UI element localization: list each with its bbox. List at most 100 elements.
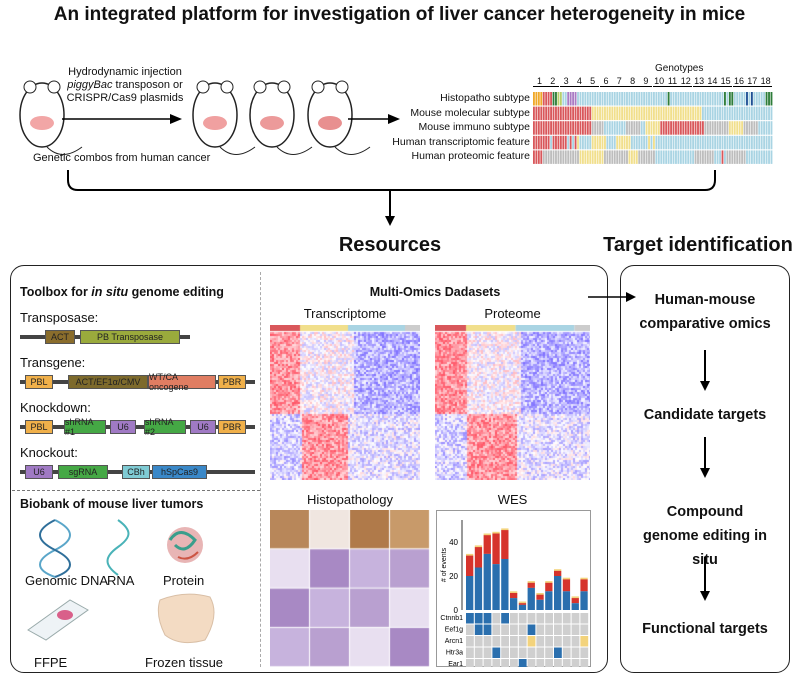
genotype-cell (640, 135, 643, 150)
genotype-cell (709, 106, 712, 121)
genotype-number: 17 (745, 76, 759, 87)
genotype-number: 13 (692, 76, 706, 87)
genotype-cell (692, 121, 695, 135)
genotype-cell (572, 150, 575, 164)
genotype-cell (697, 150, 699, 164)
genotype-cell (591, 150, 594, 164)
genotype-cell (655, 121, 658, 135)
genotype-cell (721, 106, 724, 121)
genotype-cell (760, 106, 763, 121)
construct-part: PBL (25, 420, 53, 434)
genotype-cell (606, 92, 609, 106)
genotype-cell (581, 106, 584, 121)
genotype-cell (753, 150, 756, 164)
genotype-cell (721, 150, 724, 164)
genotype-cell (684, 150, 687, 164)
genotype-cell (648, 150, 650, 164)
genotype-cell (726, 135, 729, 150)
genotype-cell (733, 106, 736, 121)
genotype-cell (535, 92, 538, 106)
genotype-cell (660, 150, 663, 164)
genotype-cell (770, 150, 773, 164)
genotype-cell (606, 121, 609, 135)
genotype-cell (589, 150, 592, 164)
genotype-cell (564, 150, 567, 164)
genotype-cell (699, 106, 702, 121)
genotype-cell (687, 106, 690, 121)
genotype-cell (748, 150, 751, 164)
genotype-cell (581, 150, 584, 164)
genotype-cell (579, 92, 582, 106)
genotype-cell (594, 92, 597, 106)
genotype-cell (672, 150, 675, 164)
genotype-cell (731, 135, 734, 150)
genotype-cell (704, 150, 707, 164)
genotype-cell (574, 92, 577, 106)
genotype-cell (755, 121, 758, 135)
genotype-cell (628, 121, 631, 135)
genotype-cell (567, 121, 570, 135)
genotype-cell (716, 135, 719, 150)
genotype-cell (559, 92, 562, 106)
genotype-cell (714, 92, 717, 106)
genotype-cell (623, 135, 626, 150)
genotype-cell (533, 106, 535, 121)
genotype-cell (613, 150, 616, 164)
genotype-cell (701, 106, 704, 121)
genotype-cell (738, 92, 741, 106)
genotype-cell (741, 135, 744, 150)
genotype-cell (675, 135, 677, 150)
genotype-cell (750, 121, 753, 135)
step-functional-targets: Functional targets (642, 621, 768, 637)
genotype-cell (604, 150, 606, 164)
mutation-cell (536, 659, 545, 667)
genotype-cell (564, 92, 567, 106)
genotype-cell (547, 150, 550, 164)
mutation-cell (492, 647, 501, 658)
genotype-row-label: Human transcriptomic feature (392, 135, 530, 148)
genotype-cell (748, 135, 751, 150)
genotype-cell (559, 135, 562, 150)
genotype-cell (765, 106, 768, 121)
mutation-cell (527, 659, 536, 667)
genotype-cell (542, 150, 545, 164)
y-axis-label: # of events (441, 547, 448, 582)
genotype-cell (724, 92, 726, 106)
genotype-cell (638, 150, 641, 164)
genotype-cell (616, 150, 619, 164)
construct-part: U6 (190, 420, 216, 434)
genotype-cell (746, 121, 748, 135)
mutation-cell (545, 659, 553, 667)
genotype-cell (586, 135, 589, 150)
genotype-cell (760, 92, 763, 106)
genotype-cell (706, 121, 709, 135)
genotype-cell (692, 150, 695, 164)
genotype-cell (648, 106, 650, 121)
genotype-cell (535, 135, 538, 150)
genotype-number: 3 (559, 76, 573, 87)
genotype-cell (645, 135, 648, 150)
genotype-cell (628, 135, 631, 150)
transcriptome-heatmap (270, 325, 420, 480)
genotype-number: 10 (652, 76, 666, 87)
genotype-cell (721, 135, 724, 150)
genotype-cell (591, 106, 594, 121)
genotype-cell (765, 135, 768, 150)
genotype-cell (721, 92, 724, 106)
genotype-cell (577, 106, 579, 121)
genotype-cell (684, 135, 687, 150)
genotype-cell (667, 150, 670, 164)
genotype-cell (670, 135, 672, 150)
genotype-number: 11 (666, 76, 679, 87)
genotype-cell (716, 150, 719, 164)
genotype-cell (704, 92, 707, 106)
genotype-cell (731, 121, 734, 135)
genotype-cell (569, 150, 572, 164)
bar-other (492, 531, 500, 534)
mutation-cell (510, 613, 518, 624)
genotype-cell (547, 135, 550, 150)
genotype-cell (604, 121, 606, 135)
genotype-cell (662, 135, 665, 150)
genotype-cell (733, 150, 736, 164)
genotype-cell (704, 135, 707, 150)
